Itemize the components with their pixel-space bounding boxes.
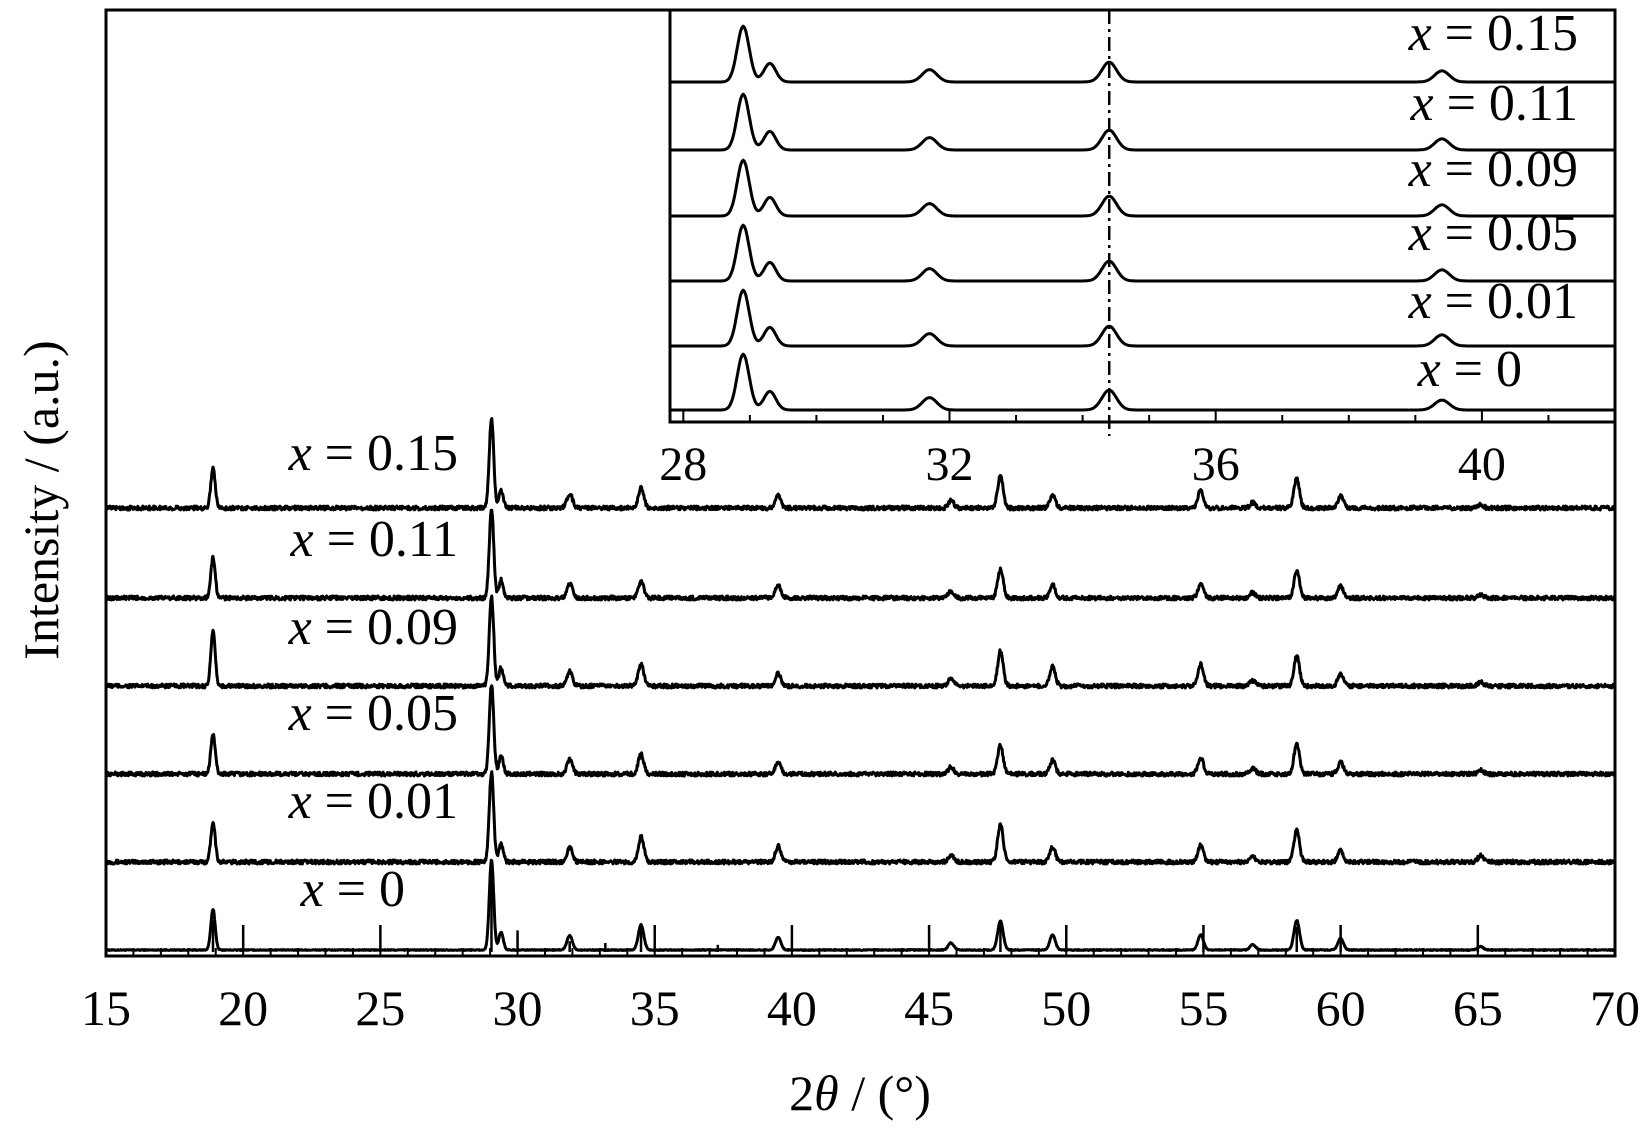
inset-series-line-0 bbox=[669, 352, 1616, 412]
series-line-4 bbox=[104, 508, 1617, 602]
series-label-2: x = 0.05 bbox=[288, 685, 458, 742]
x-tick-label: 25 bbox=[355, 980, 405, 1036]
inset-x-tick-label: 32 bbox=[926, 438, 974, 491]
inset-series-label-2: x = 0.05 bbox=[1408, 205, 1578, 262]
inset-series-label-4: x = 0.11 bbox=[1410, 75, 1579, 132]
x-tick-label: 35 bbox=[630, 980, 680, 1036]
series-line-0 bbox=[105, 858, 1617, 952]
series-label-1: x = 0.01 bbox=[288, 773, 458, 830]
x-tick-label: 40 bbox=[767, 980, 817, 1036]
inset-series-label-5: x = 0.15 bbox=[1408, 5, 1578, 62]
inset-series-line-1 bbox=[669, 288, 1616, 348]
series-label-3: x = 0.09 bbox=[288, 599, 458, 656]
inset-x-tick-label: 36 bbox=[1192, 438, 1240, 491]
inset-series-label-3: x = 0.09 bbox=[1408, 141, 1578, 198]
series-line-3 bbox=[104, 594, 1617, 690]
x-tick-label: 15 bbox=[81, 980, 131, 1036]
x-tick-label: 20 bbox=[218, 980, 268, 1036]
x-tick-label: 45 bbox=[904, 980, 954, 1036]
x-tick-label: 60 bbox=[1316, 980, 1366, 1036]
inset-series-line-2 bbox=[669, 223, 1616, 283]
inset-plot-frame bbox=[668, 8, 1617, 424]
x-tick-label: 50 bbox=[1041, 980, 1091, 1036]
series-line-1 bbox=[105, 770, 1616, 866]
x-tick-label: 65 bbox=[1453, 980, 1503, 1036]
series-label-0: x = 0 bbox=[300, 861, 405, 918]
inset-series-label-0: x = 0 bbox=[1417, 341, 1522, 398]
series-line-2 bbox=[104, 684, 1617, 778]
inset-series-label-1: x = 0.01 bbox=[1408, 273, 1578, 330]
inset-series-line-5 bbox=[669, 24, 1616, 84]
series-line-5 bbox=[105, 417, 1617, 512]
inset-x-tick-label: 28 bbox=[659, 438, 707, 491]
x-tick-label: 70 bbox=[1590, 980, 1640, 1036]
x-tick-label: 55 bbox=[1178, 980, 1228, 1036]
inset-x-tick-label: 40 bbox=[1458, 438, 1506, 491]
inset-series-line-3 bbox=[669, 158, 1616, 218]
x-tick-label: 30 bbox=[493, 980, 543, 1036]
inset-series-line-4 bbox=[669, 92, 1616, 152]
y-axis-title: Intensity / (a.u.) bbox=[13, 340, 69, 659]
series-label-4: x = 0.11 bbox=[290, 511, 459, 568]
x-axis-title: 2θ / (°) bbox=[789, 1065, 931, 1121]
series-label-5: x = 0.15 bbox=[288, 425, 458, 482]
